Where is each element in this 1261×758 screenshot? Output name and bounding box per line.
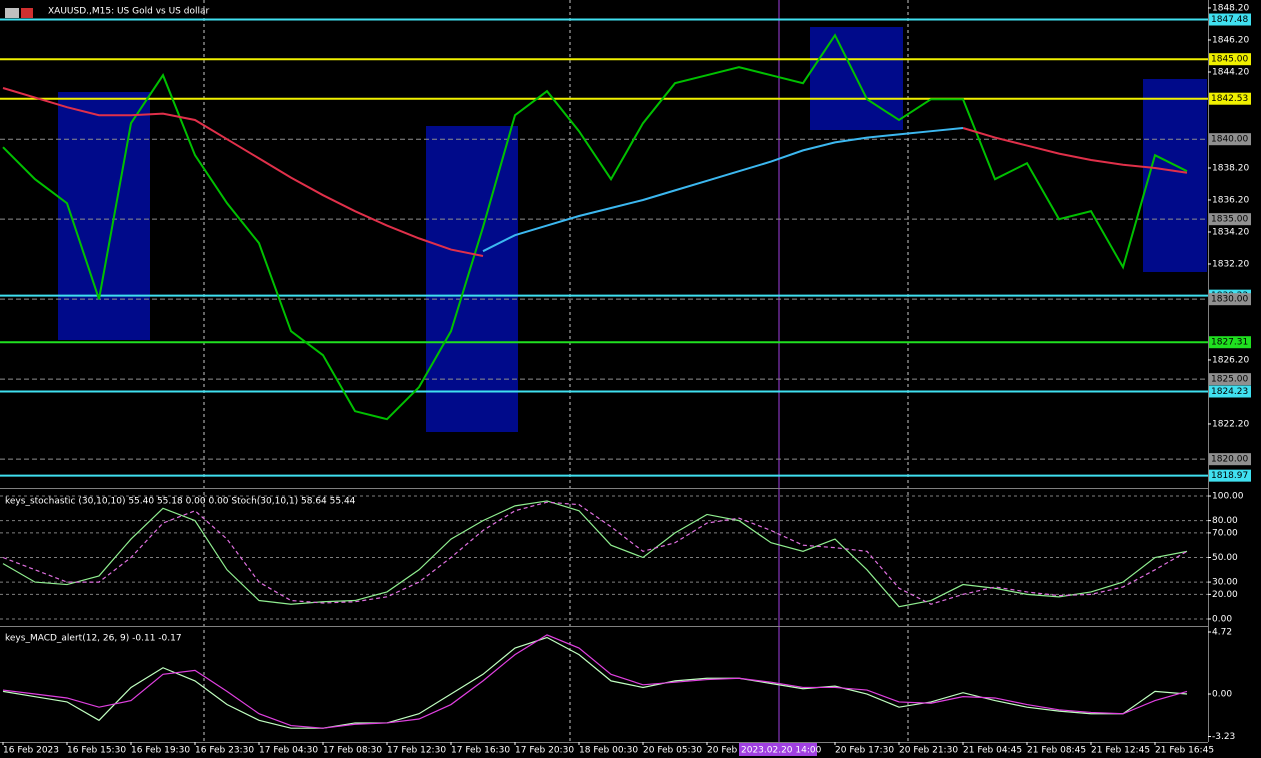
series-line — [2, 634, 1188, 729]
series-line — [2, 87, 1188, 257]
level-box — [1209, 13, 1251, 26]
crosshair-box — [739, 743, 817, 756]
indicator-title: keys_stochastic (30,10,10) 55.40 55.18 0… — [5, 497, 356, 507]
level-box — [1209, 92, 1251, 105]
level-box — [1209, 385, 1251, 398]
x-tick-label: 17 Feb 04:30 — [259, 746, 318, 756]
zone — [1143, 79, 1207, 272]
level-box — [1209, 53, 1251, 66]
y-tick-label: 30.00 — [1212, 578, 1238, 588]
y-tick-label: 1834.20 — [1212, 227, 1249, 237]
x-tick-label: 20 Feb 17:30 — [835, 746, 894, 756]
x-tick-label: 20 Feb 05:30 — [643, 746, 702, 756]
x-tick-label: 21 Feb 16:45 — [1155, 746, 1214, 756]
x-tick-label: 16 Feb 15:30 — [67, 746, 126, 756]
level-label: 1835.00 — [1211, 215, 1248, 225]
x-tick-label: 20 Feb 21:30 — [899, 746, 958, 756]
y-tick-label: 100.00 — [1212, 492, 1244, 502]
y-tick-label: 1838.20 — [1212, 163, 1249, 173]
level-label: 1827.31 — [1211, 338, 1248, 348]
x-tick-label: 17 Feb 12:30 — [387, 746, 446, 756]
x-tick-label: 21 Feb 12:45 — [1091, 746, 1150, 756]
level-label: 1842.53 — [1211, 94, 1248, 104]
x-tick-label: 17 Feb 20:30 — [515, 746, 574, 756]
y-tick-label: 80.00 — [1212, 516, 1238, 526]
y-tick-label: 0.00 — [1212, 690, 1232, 700]
crosshair-label: 2023.02.20 14:00 — [741, 746, 822, 756]
level-box — [1209, 336, 1251, 349]
zone — [426, 126, 518, 432]
x-tick-label: 18 Feb 00:30 — [579, 746, 638, 756]
zones — [58, 27, 1207, 432]
y-tick-label: 1848.20 — [1212, 3, 1249, 13]
x-tick-label: 17 Feb 16:30 — [451, 746, 510, 756]
symbol-icon — [5, 8, 33, 18]
y-tick-label: -3.23 — [1212, 732, 1235, 742]
panel-borders — [0, 0, 1209, 743]
level-label: 1845.00 — [1211, 55, 1248, 65]
x-tick-label: 21 Feb 04:45 — [963, 746, 1022, 756]
x-tick-label: 16 Feb 2023 — [3, 746, 59, 756]
y-tick-label: 70.00 — [1212, 528, 1238, 538]
level-label: 1830.00 — [1211, 295, 1248, 305]
x-tick-label: 16 Feb 23:30 — [195, 746, 254, 756]
y-tick-label: 1826.20 — [1212, 355, 1249, 365]
level-label: 1825.00 — [1211, 375, 1248, 385]
indicator-title: keys_MACD_alert(12, 26, 9) -0.11 -0.17 — [5, 634, 182, 644]
y-tick-label: 1836.20 — [1212, 195, 1249, 205]
series-line — [482, 126, 964, 253]
level-label: 1818.97 — [1211, 471, 1248, 481]
chart-title: XAUUSD.,M15: US Gold vs US dollar — [48, 7, 209, 17]
icon — [21, 8, 33, 18]
series-line — [2, 636, 1188, 729]
y-tick-label: 1844.20 — [1212, 67, 1249, 77]
x-tick-label: 16 Feb 19:30 — [131, 746, 190, 756]
y-tick-label: 0.00 — [1212, 614, 1232, 624]
x-tick-label: 21 Feb 08:45 — [1027, 746, 1086, 756]
level-box — [1209, 213, 1251, 226]
y-tick-label: 4.72 — [1212, 627, 1232, 637]
y-tick-label: 1822.20 — [1212, 419, 1249, 429]
series-line — [2, 500, 1188, 608]
x-tick-label: 20 Feb 09:30 — [707, 746, 766, 756]
level-box — [1209, 373, 1251, 386]
level-label: 1847.48 — [1211, 15, 1248, 25]
level-box — [1209, 469, 1251, 482]
zone — [58, 92, 150, 340]
level-label: 1824.23 — [1211, 387, 1248, 397]
y-tick-label: 20.00 — [1212, 590, 1238, 600]
level-box — [1209, 453, 1251, 466]
series-line — [2, 33, 1188, 421]
y-tick-label: 1832.20 — [1212, 259, 1249, 269]
level-box — [1209, 293, 1251, 306]
level-box — [1209, 133, 1251, 146]
x-tick-label: 17 Feb 08:30 — [323, 746, 382, 756]
y-tick-label: 50.00 — [1212, 553, 1238, 563]
day-separators — [203, 0, 909, 742]
y-tick-label: 1846.20 — [1212, 35, 1249, 45]
level-label: 1840.00 — [1211, 135, 1248, 145]
level-label: 1820.00 — [1211, 455, 1248, 465]
icon — [5, 8, 19, 18]
